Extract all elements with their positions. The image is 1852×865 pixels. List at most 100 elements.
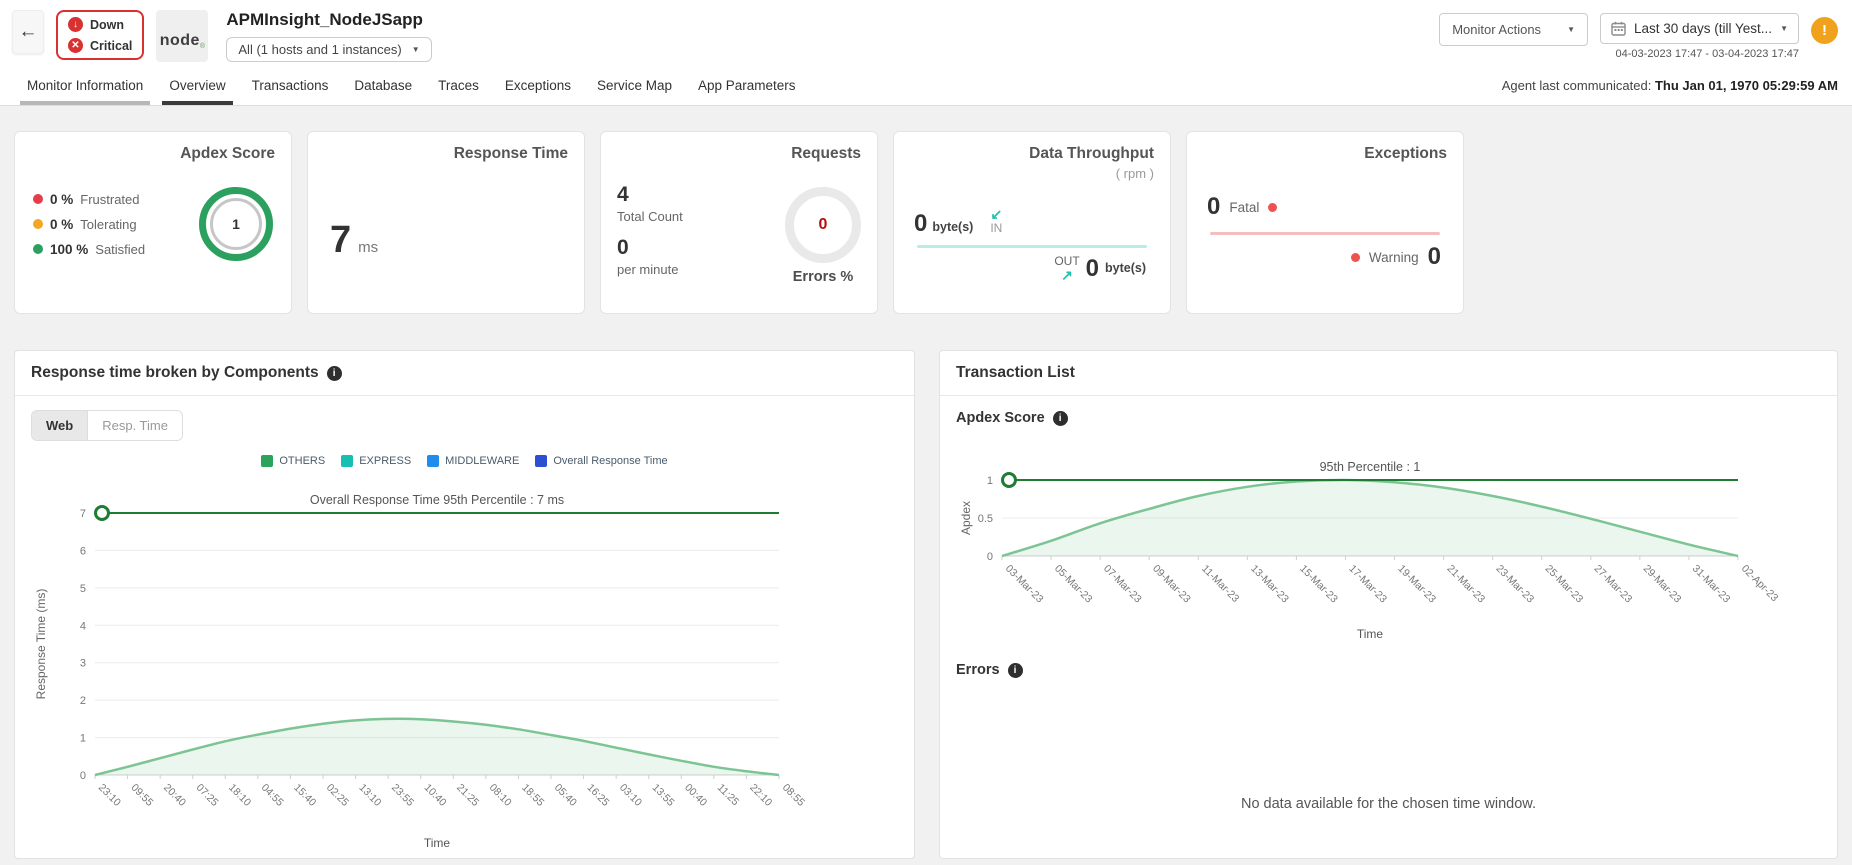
svg-text:19-Mar-23: 19-Mar-23 — [1395, 563, 1438, 606]
date-range-block: Last 30 days (till Yest... ▼ 04-03-2023 … — [1599, 13, 1799, 60]
status-down: ↓ Down — [68, 17, 132, 32]
series-legend-express[interactable]: EXPRESS — [341, 455, 411, 467]
svg-text:23:55: 23:55 — [389, 782, 416, 809]
svg-text:11-Mar-23: 11-Mar-23 — [1199, 563, 1241, 605]
section-label: Apdex Score — [956, 410, 1045, 426]
info-icon[interactable]: i — [1052, 410, 1068, 426]
tab-overview[interactable]: Overview — [156, 66, 238, 105]
legend-value: 0 % — [50, 191, 74, 207]
tab-app-parameters[interactable]: App Parameters — [698, 78, 796, 93]
transaction-list-panel: Transaction List Apdex Score i 0 0.5 1 03-M… — [939, 350, 1838, 859]
legend-swatch-icon — [535, 455, 548, 467]
svg-text:Time: Time — [1357, 627, 1384, 641]
tab-transactions[interactable]: Transactions — [251, 78, 329, 93]
fatal-value: 0 — [1207, 193, 1221, 220]
svg-text:07:25: 07:25 — [194, 782, 221, 809]
out-label: OUT — [1054, 253, 1080, 268]
tab-database[interactable]: Database — [354, 78, 413, 93]
apdex-score-value: 1 — [210, 198, 262, 250]
panel-body: Web Resp. Time OTHERS EXPRESS MIDDLEWARE Ove… — [15, 396, 914, 853]
monitor-actions-label: Monitor Actions — [1452, 22, 1542, 37]
in-value: 0 — [914, 209, 928, 237]
legend-label: Overall Response Time — [553, 455, 668, 467]
warning-value: 0 — [1427, 243, 1441, 270]
nodejs-logo: node ® — [156, 10, 209, 62]
svg-text:02:25: 02:25 — [324, 782, 351, 809]
arrow-up-right-icon: ↗ — [1061, 266, 1073, 283]
response-time-components-panel: Response time broken by Components i Web… — [14, 350, 915, 859]
exceptions-body: 0 Fatal Warning 0 — [1203, 195, 1447, 269]
svg-text:00:40: 00:40 — [682, 782, 709, 809]
apdex-score-section-title: Apdex Score i — [956, 410, 1821, 426]
svg-text:Overall Response Time 95th Per: Overall Response Time 95th Percentile : … — [310, 493, 564, 507]
panel-body: Apdex Score i 0 0.5 1 03-Mar-23 05-Mar-23 07-… — [940, 396, 1837, 812]
back-button[interactable]: ← — [12, 10, 44, 54]
critical-cross-icon: ✕ — [68, 38, 83, 53]
svg-text:04:55: 04:55 — [259, 782, 286, 809]
throughput-out-row: OUT ↗ 0 byte(s) — [910, 253, 1154, 284]
legend-label: MIDDLEWARE — [445, 455, 520, 467]
svg-text:1: 1 — [80, 733, 86, 745]
tab-exceptions[interactable]: Exceptions — [504, 78, 571, 93]
tab-service-map[interactable]: Service Map — [596, 78, 672, 93]
toggle-resp-time[interactable]: Resp. Time — [87, 411, 182, 440]
title-block: APMInsight_NodeJSapp All (1 hosts and 1 … — [226, 10, 432, 62]
svg-text:23:10: 23:10 — [96, 782, 123, 809]
total-count-value: 4 — [617, 183, 629, 206]
arrow-down-left-icon: ↙ — [990, 206, 1003, 222]
section-label: Errors — [956, 662, 1000, 678]
components-response-time-chart: 0 1 2 3 4 5 6 7 23:10 09:55 20:40 07:25 18:10 04:55 15… — [34, 493, 807, 850]
nodejs-logo-text: node — [159, 32, 200, 49]
series-legend-middleware[interactable]: MIDDLEWARE — [427, 455, 519, 467]
chart-legend: OTHERS EXPRESS MIDDLEWARE Overall Response … — [31, 455, 898, 467]
response-time-value: 7 — [330, 219, 352, 261]
svg-text:0: 0 — [80, 770, 86, 782]
svg-text:18:55: 18:55 — [519, 782, 546, 809]
svg-text:2: 2 — [80, 695, 86, 707]
monitor-actions-dropdown[interactable]: Monitor Actions ▼ — [1439, 13, 1588, 46]
svg-text:10:40: 10:40 — [422, 782, 449, 809]
warning-icon[interactable]: ! — [1811, 17, 1838, 44]
tab-traces[interactable]: Traces — [438, 78, 479, 93]
fatal-label: Fatal — [1229, 199, 1260, 215]
apdex-legend-item-frustrated: 0 % Frustrated — [33, 192, 145, 207]
toggle-web[interactable]: Web — [32, 411, 88, 440]
series-legend-others[interactable]: OTHERS — [261, 455, 325, 467]
in-unit: byte(s) — [932, 219, 974, 234]
legend-label: Satisfied — [95, 241, 146, 257]
tab-monitor-information[interactable]: Monitor Information — [14, 66, 156, 105]
exclamation-glyph: ! — [1822, 22, 1827, 39]
legend-dot-icon — [33, 194, 43, 204]
instance-selector-dropdown[interactable]: All (1 hosts and 1 instances) ▼ — [226, 37, 432, 62]
svg-text:03:10: 03:10 — [617, 782, 644, 809]
panel-title: Response time broken by Components — [31, 364, 319, 381]
total-count-label: Total Count — [617, 209, 683, 224]
svg-text:23-Mar-23: 23-Mar-23 — [1494, 563, 1537, 606]
apdex-gauge: 1 — [199, 187, 273, 261]
svg-text:05-Mar-23: 05-Mar-23 — [1052, 563, 1095, 606]
series-legend-overall-response-time[interactable]: Overall Response Time — [535, 455, 668, 467]
fatal-row: 0 Fatal — [1203, 195, 1447, 219]
svg-text:3: 3 — [80, 658, 86, 670]
chevron-down-icon: ▼ — [1567, 25, 1575, 34]
per-minute-value: 0 — [617, 236, 629, 259]
total-count-metric: 4 Total Count — [617, 183, 683, 224]
warning-label: Warning — [1368, 249, 1419, 265]
page-title: APMInsight_NodeJSapp — [226, 10, 423, 29]
tabs: Monitor Information Overview Transactions D… — [14, 66, 809, 105]
date-range-dropdown[interactable]: Last 30 days (till Yest... ▼ — [1599, 13, 1799, 44]
info-icon[interactable]: i — [1007, 662, 1023, 678]
svg-text:6: 6 — [80, 545, 86, 557]
svg-text:0.5: 0.5 — [978, 513, 993, 525]
agent-label: Agent last communicated: — [1501, 78, 1652, 93]
legend-label: OTHERS — [279, 455, 326, 467]
legend-swatch-icon — [261, 455, 274, 467]
per-minute-label: per minute — [617, 262, 679, 277]
errors-percent-value: 0 — [818, 216, 828, 233]
svg-text:09-Mar-23: 09-Mar-23 — [1150, 563, 1193, 606]
info-icon[interactable]: i — [326, 365, 342, 381]
exceptions-divider — [1210, 232, 1440, 235]
svg-text:18:10: 18:10 — [226, 782, 253, 809]
throughput-unit-subtitle: ( rpm ) — [1115, 166, 1154, 181]
svg-text:08:10: 08:10 — [487, 782, 514, 809]
